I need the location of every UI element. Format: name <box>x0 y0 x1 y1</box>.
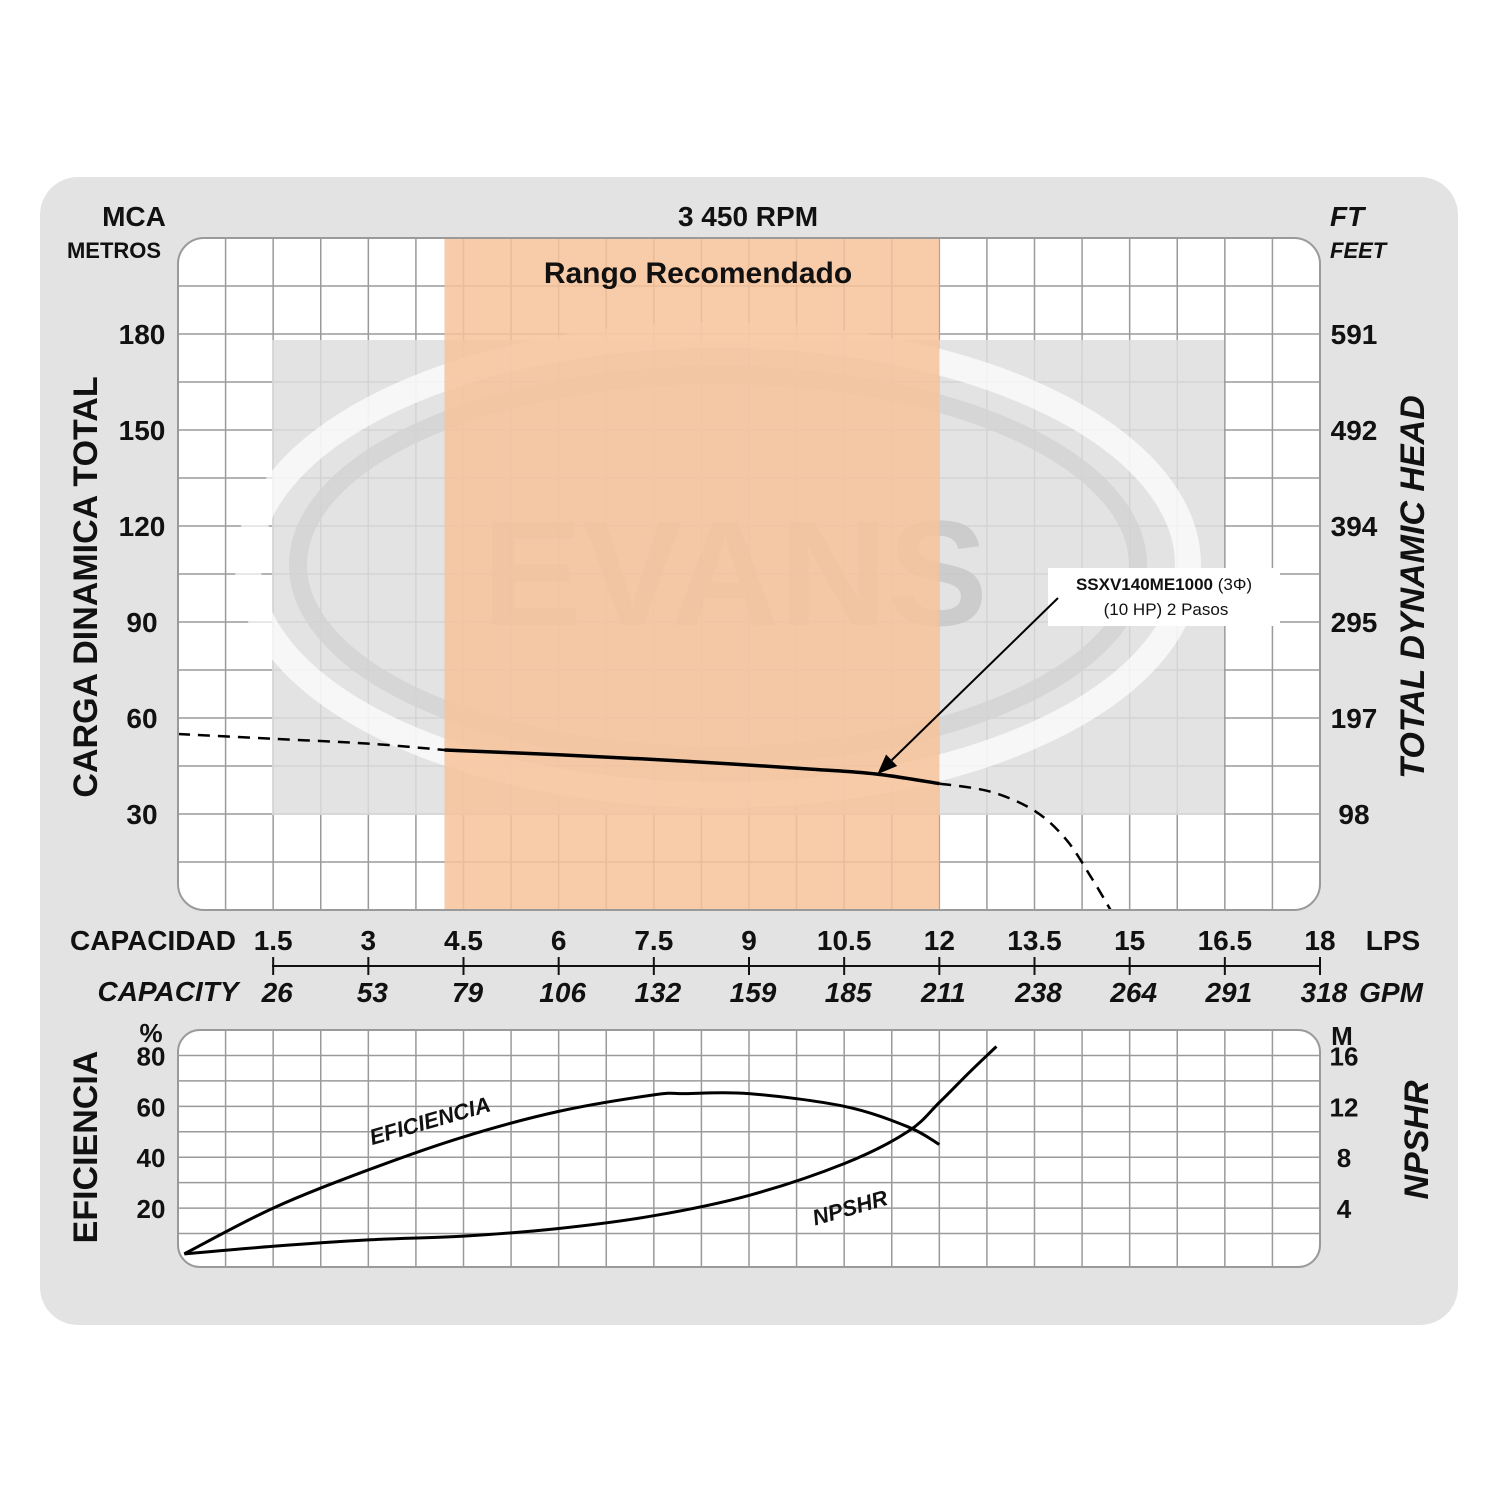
head-tick-label-m: 30 <box>126 799 157 830</box>
gpm-tick-label: 106 <box>539 977 586 1008</box>
lps-tick-label: 12 <box>924 925 955 956</box>
capacity-ticks: 1.5 26 3 53 4.5 79 6 106 7.5 132 9 159 10.5 185 12 211 1… <box>254 925 1348 1008</box>
npshr-tick-label: 16 <box>1330 1041 1359 1071</box>
efficiency-tick-label: 60 <box>137 1092 166 1122</box>
y-tick-labels: 30 98 60 197 90 295 120 394 150 492 180 591 20 4 40 8 60… <box>119 319 1378 1224</box>
gpm-tick-label: 238 <box>1014 977 1062 1008</box>
lps-tick-label: 15 <box>1114 925 1145 956</box>
annotation-arrowhead <box>877 754 898 775</box>
model-annotation: SSXV140ME1000 (3Φ) (10 HP) 2 Pasos <box>877 568 1280 775</box>
head-tick-label-ft: 492 <box>1331 415 1378 446</box>
curve-npshr <box>184 1045 998 1256</box>
head-curve-solid-0 <box>444 748 940 786</box>
head-curves <box>178 732 1112 910</box>
gpm-tick-label: 185 <box>825 977 872 1008</box>
left-unit-label: MCA <box>102 201 166 232</box>
lps-tick-label: 9 <box>741 925 757 956</box>
head-tick-label-m: 150 <box>119 415 166 446</box>
gpm-tick-label: 264 <box>1109 977 1157 1008</box>
recommended-range-label: Rango Recomendado <box>544 257 852 290</box>
efficiency-curves <box>183 1045 998 1256</box>
lps-tick-label: 1.5 <box>254 925 293 956</box>
lps-unit-label: LPS <box>1366 925 1420 956</box>
head-tick-label-ft: 197 <box>1331 703 1378 734</box>
gpm-tick-label: 318 <box>1301 977 1348 1008</box>
efficiency-unit: % <box>139 1018 162 1048</box>
right-axis-title: TOTAL DYNAMIC HEAD <box>1394 395 1432 778</box>
head-tick-label-m: 90 <box>126 607 157 638</box>
capacity-label-es: CAPACIDAD <box>70 925 236 956</box>
lps-tick-label: 7.5 <box>634 925 673 956</box>
gpm-tick-label: 79 <box>452 977 484 1008</box>
head-tick-label-ft: 295 <box>1331 607 1378 638</box>
lps-tick-label: 18 <box>1304 925 1335 956</box>
recommended-range-band <box>444 238 940 910</box>
gpm-tick-label: 291 <box>1204 977 1252 1008</box>
lps-tick-label: 13.5 <box>1007 925 1062 956</box>
npshr-tick-label: 4 <box>1337 1194 1352 1224</box>
right-unit-sublabel: FEET <box>1330 238 1388 263</box>
efficiency-tick-label: 80 <box>137 1041 166 1071</box>
efficiency-tick-label: 20 <box>137 1194 166 1224</box>
gpm-tick-label: 26 <box>261 977 294 1008</box>
right-unit-label: FT <box>1330 201 1367 232</box>
head-tick-label-ft: 591 <box>1331 319 1378 350</box>
lps-tick-label: 3 <box>361 925 377 956</box>
lps-tick-label: 10.5 <box>817 925 872 956</box>
curve-eficiencia <box>183 1091 941 1256</box>
head-tick-label-m: 120 <box>119 511 166 542</box>
head-tick-label-m: 180 <box>119 319 166 350</box>
gpm-tick-label: 211 <box>920 977 966 1008</box>
head-curve-dashed-2 <box>939 782 1112 910</box>
annotation-line-1: SSXV140ME1000 (3Φ) <box>1076 575 1252 594</box>
annotation-arrow <box>890 597 1059 761</box>
lps-tick-label: 4.5 <box>444 925 483 956</box>
npshr-tick-label: 12 <box>1330 1092 1359 1122</box>
efficiency-tick-label: 40 <box>137 1143 166 1173</box>
head-curve-dashed-1 <box>178 732 445 752</box>
left-unit-sublabel: METROS <box>67 238 161 263</box>
lps-tick-label: 16.5 <box>1198 925 1253 956</box>
head-tick-label-ft: 394 <box>1331 511 1378 542</box>
efficiency-grid <box>178 1030 1320 1267</box>
capacity-label-en: CAPACITY <box>97 976 240 1007</box>
head-tick-label-ft: 98 <box>1338 799 1369 830</box>
annotation-box <box>1048 568 1280 626</box>
left-axis-title: CARGA DINAMICA TOTAL <box>67 376 105 797</box>
npshr-axis-title: NPSHR <box>1398 1080 1436 1199</box>
gpm-unit-label: GPM <box>1359 977 1423 1008</box>
gpm-tick-label: 132 <box>634 977 681 1008</box>
annotation-line-2: (10 HP) 2 Pasos <box>1104 600 1229 619</box>
lps-tick-label: 6 <box>551 925 567 956</box>
npshr-unit: M <box>1331 1021 1353 1051</box>
head-tick-label-m: 60 <box>126 703 157 734</box>
npshr-tick-label: 8 <box>1337 1143 1351 1173</box>
rpm-label: 3 450 RPM <box>678 201 818 232</box>
gpm-tick-label: 53 <box>357 977 389 1008</box>
gpm-tick-label: 159 <box>730 977 777 1008</box>
efficiency-axis-title: EFICIENCIA <box>67 1051 105 1244</box>
